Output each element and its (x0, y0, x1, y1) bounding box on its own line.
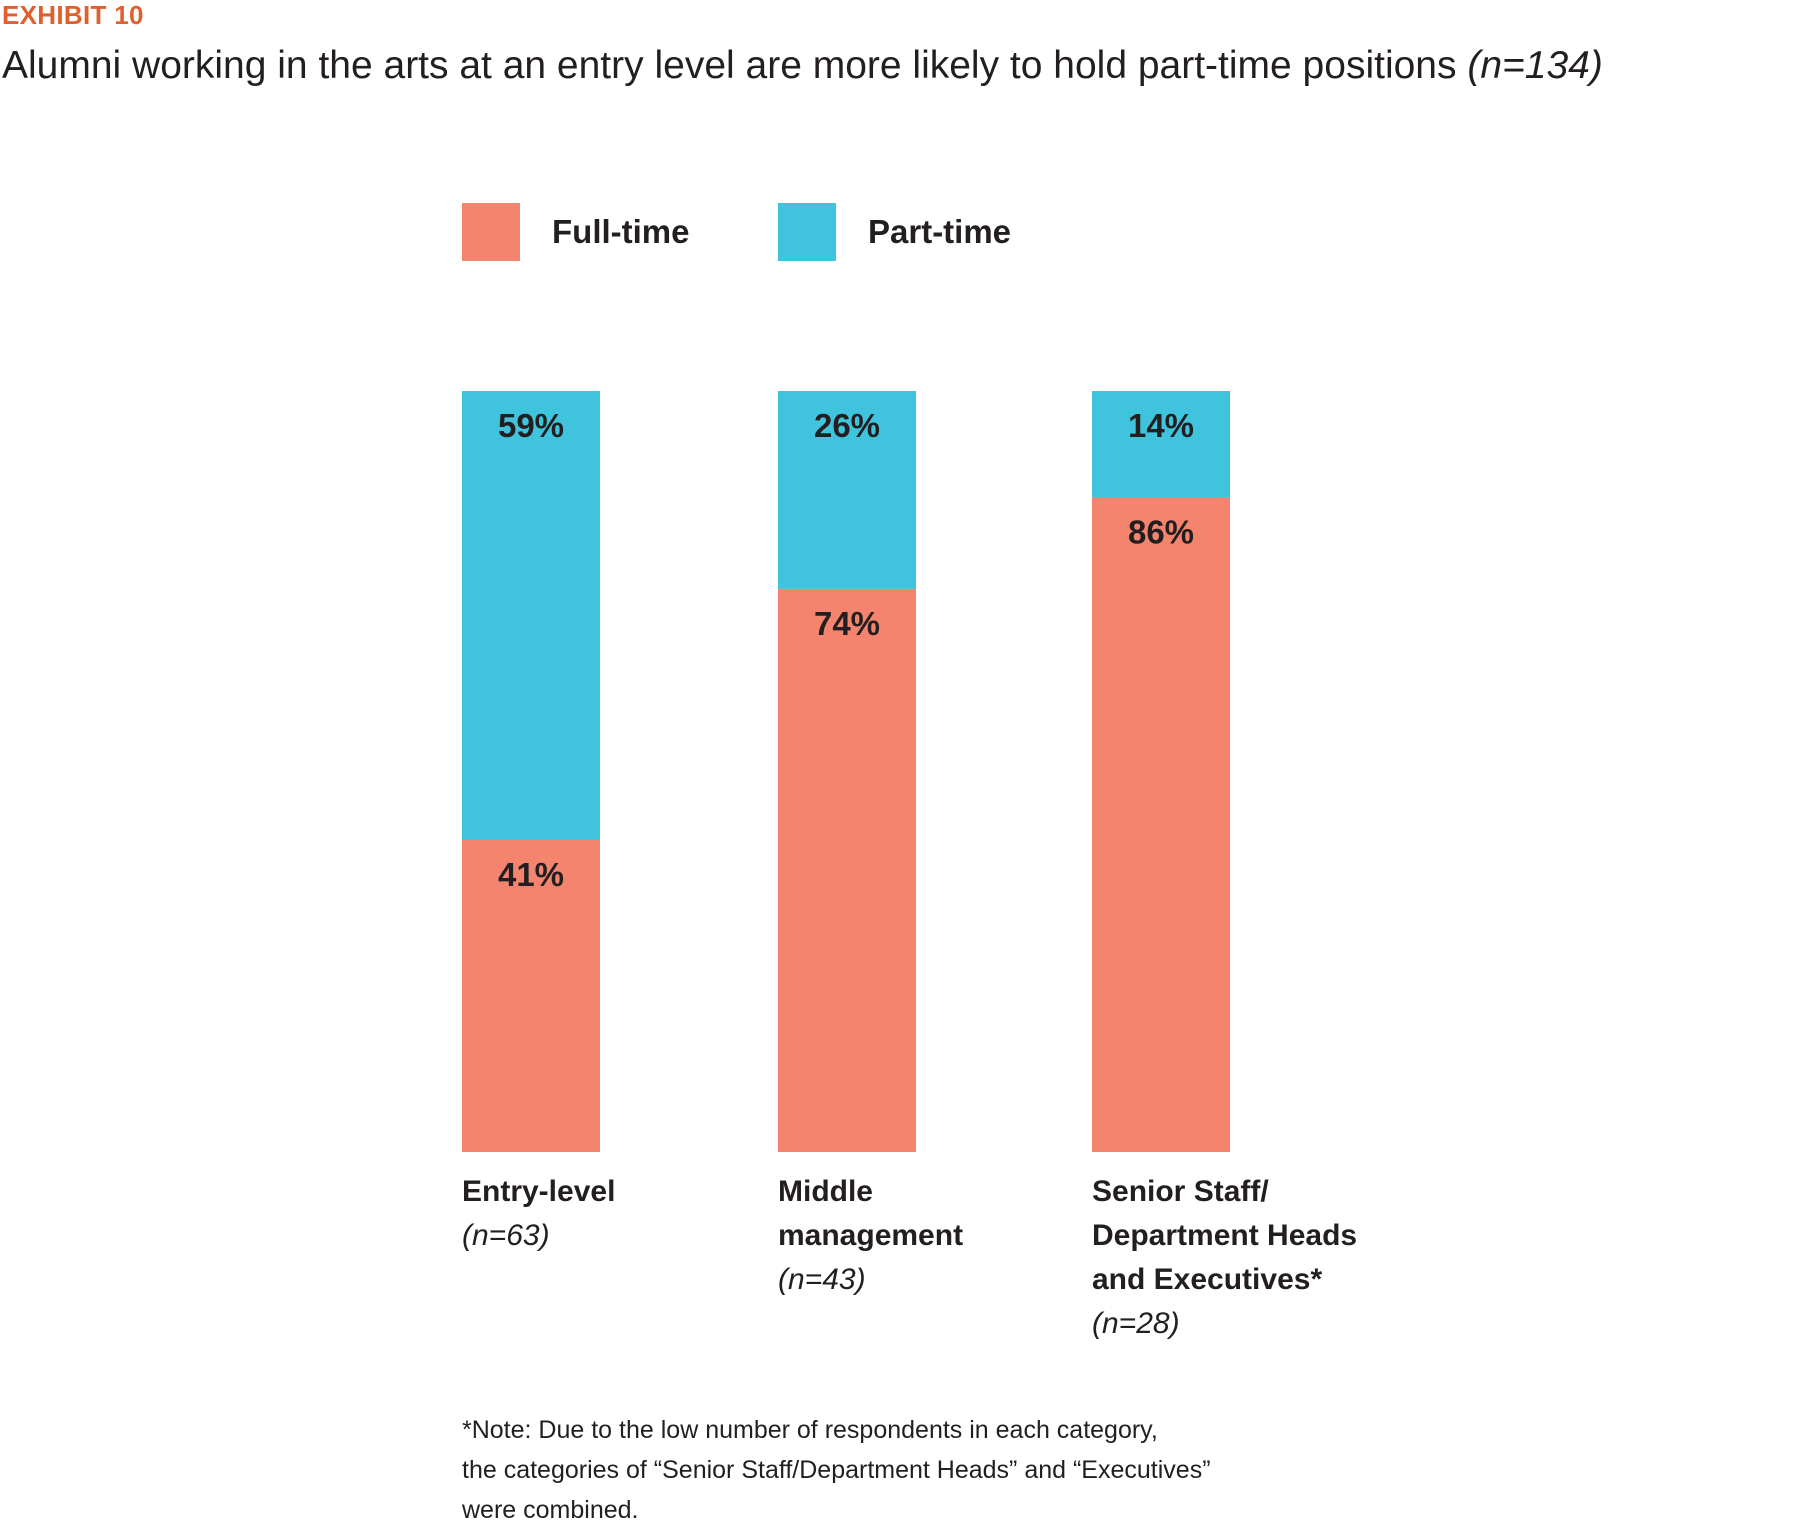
bar-segment-part-time (462, 391, 600, 840)
legend-label-full-time: Full-time (552, 213, 690, 250)
category-label-line: Department Heads (1092, 1219, 1358, 1252)
legend-label-part-time: Part-time (868, 213, 1012, 250)
chart-title-sample-size: (n=134) (1467, 44, 1603, 87)
bar-segment-part-time (778, 391, 916, 589)
stacked-bar-chart: 41% 59% 74% 26% 86% 14% (462, 391, 1230, 1152)
category-label-line: Middle (778, 1175, 873, 1208)
data-label-full-time: 41% (498, 856, 564, 893)
chart-title: Alumni working in the arts at an entry l… (2, 44, 1792, 88)
category-label-middle-management: Middle management (n=43) (778, 1170, 1098, 1302)
legend-item-full-time: Full-time (462, 203, 722, 261)
footnote-line: were combined. (462, 1496, 639, 1524)
legend-swatch-full-time (462, 203, 520, 261)
category-label-senior-staff: Senior Staff/ Department Heads and Execu… (1092, 1170, 1452, 1346)
data-label-full-time: 74% (814, 605, 880, 642)
legend-item-part-time: Part-time (778, 203, 1038, 261)
footnote-line: the categories of “Senior Staff/Departme… (462, 1456, 1211, 1484)
data-label-part-time: 26% (814, 407, 880, 444)
footnote: *Note: Due to the low number of responde… (462, 1410, 1362, 1530)
data-label-full-time: 86% (1128, 514, 1194, 551)
category-label-line: and Executives* (1092, 1263, 1323, 1296)
category-label-line: Senior Staff/ (1092, 1175, 1269, 1208)
bar-segment-full-time (778, 588, 916, 1152)
footnote-line: *Note: Due to the low number of responde… (462, 1416, 1158, 1444)
category-label-line: management (778, 1219, 964, 1252)
category-label-line: Entry-level (462, 1175, 616, 1208)
data-label-part-time: 59% (498, 407, 564, 444)
data-label-part-time: 14% (1128, 407, 1194, 444)
category-sample-size: (n=43) (778, 1263, 866, 1296)
category-sample-size: (n=28) (1092, 1307, 1180, 1340)
legend-swatch-part-time (778, 203, 836, 261)
chart-title-text: Alumni working in the arts at an entry l… (2, 44, 1457, 87)
exhibit-label: EXHIBIT 10 (2, 0, 144, 30)
category-sample-size: (n=63) (462, 1219, 550, 1252)
bar-segment-full-time (462, 839, 600, 1152)
bar-segment-part-time (1092, 391, 1230, 498)
category-label-entry-level: Entry-level (n=63) (462, 1170, 782, 1258)
bar-segment-full-time (1092, 497, 1230, 1152)
